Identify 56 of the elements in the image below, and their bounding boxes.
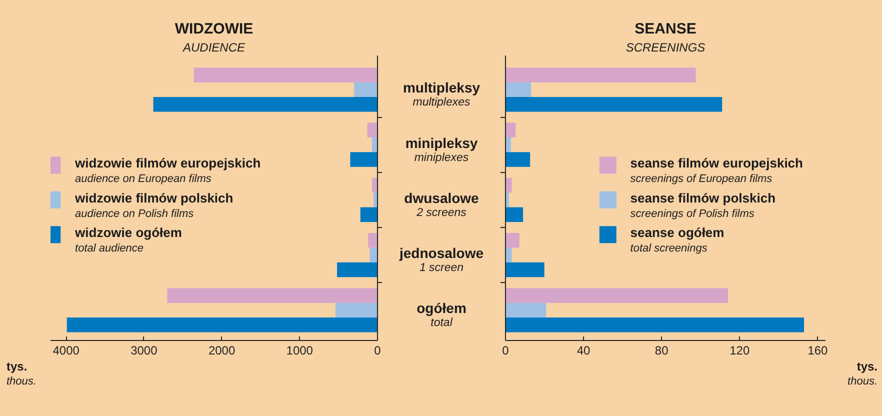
bar bbox=[368, 233, 378, 248]
x-tick-label: 3000 bbox=[130, 344, 158, 358]
bar bbox=[506, 288, 728, 303]
bar bbox=[374, 192, 378, 208]
bar bbox=[506, 97, 722, 112]
x-tick-label: 2000 bbox=[208, 344, 236, 358]
x-tick-label: 80 bbox=[654, 344, 669, 358]
bar bbox=[506, 152, 530, 167]
y-tick-label: dwusalowe 2 screens bbox=[404, 190, 480, 219]
bar bbox=[194, 68, 378, 82]
x-tick-label: 1000 bbox=[286, 344, 314, 358]
bar bbox=[337, 262, 378, 278]
bar bbox=[66, 318, 378, 332]
chart-title: WIDZOWIE bbox=[174, 20, 254, 38]
bar bbox=[506, 82, 532, 98]
legend-label: seanse filmów europejskich screenings of European films bbox=[630, 156, 804, 186]
x-tick-label: 0 bbox=[374, 344, 382, 358]
legend-label: seanse ogółem total screenings bbox=[630, 225, 724, 255]
y-tick-label: minipleksy miniplexes bbox=[405, 134, 478, 164]
bar bbox=[335, 302, 378, 318]
bar bbox=[506, 68, 696, 82]
y-tick-label: jednosalowe 1 screen bbox=[398, 245, 484, 274]
bar bbox=[506, 262, 544, 278]
y-tick-label: multipleksy multiplexes bbox=[402, 80, 480, 109]
bar bbox=[506, 248, 512, 262]
bar bbox=[506, 137, 511, 152]
bar bbox=[153, 97, 378, 112]
bar bbox=[372, 178, 378, 193]
bar bbox=[506, 122, 516, 138]
bar bbox=[167, 288, 378, 303]
bar bbox=[370, 248, 378, 262]
bar bbox=[367, 122, 378, 138]
x-tick-label: 120 bbox=[730, 344, 750, 358]
bar bbox=[360, 207, 378, 222]
legend-label: widzowie filmów europejskich audience on European films bbox=[74, 156, 261, 186]
bar bbox=[506, 233, 520, 248]
x-axis-title: tys. thous. bbox=[848, 360, 878, 388]
x-axis-title: tys. thous. bbox=[6, 360, 36, 388]
legend-label: widzowie ogółem total audience bbox=[74, 225, 182, 255]
bar bbox=[506, 207, 524, 222]
chart-subtitle: SCREENINGS bbox=[626, 40, 706, 54]
bar bbox=[506, 192, 509, 208]
bar bbox=[372, 137, 378, 152]
x-tick-label: 160 bbox=[808, 344, 828, 358]
chart-subtitle: AUDIENCE bbox=[182, 40, 246, 54]
y-tick-label: ogółem total bbox=[416, 300, 466, 330]
bar bbox=[506, 318, 804, 332]
x-tick-label: 40 bbox=[576, 344, 591, 358]
legend-label: widzowie filmów polskich audience on Polish films bbox=[74, 190, 234, 220]
bar bbox=[506, 302, 546, 318]
x-tick-label: 0 bbox=[502, 344, 510, 358]
bar bbox=[354, 82, 378, 98]
x-tick-label: 4000 bbox=[52, 344, 80, 358]
legend-label: seanse filmów polskich screenings of Polish films bbox=[630, 190, 776, 220]
bar bbox=[350, 152, 378, 167]
chart-title: SEANSE bbox=[634, 20, 696, 38]
